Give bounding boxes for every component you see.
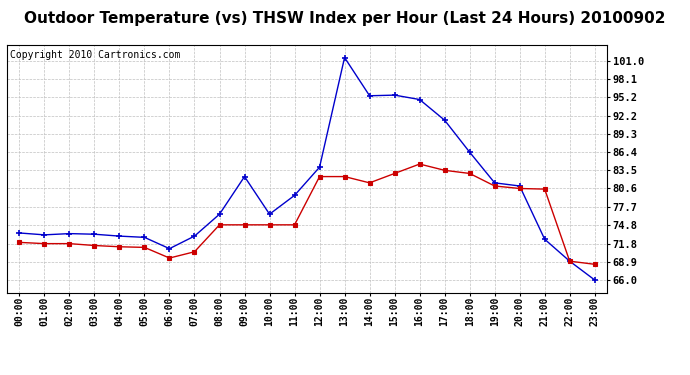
Text: Outdoor Temperature (vs) THSW Index per Hour (Last 24 Hours) 20100902: Outdoor Temperature (vs) THSW Index per …	[24, 11, 666, 26]
Text: Copyright 2010 Cartronics.com: Copyright 2010 Cartronics.com	[10, 50, 180, 60]
